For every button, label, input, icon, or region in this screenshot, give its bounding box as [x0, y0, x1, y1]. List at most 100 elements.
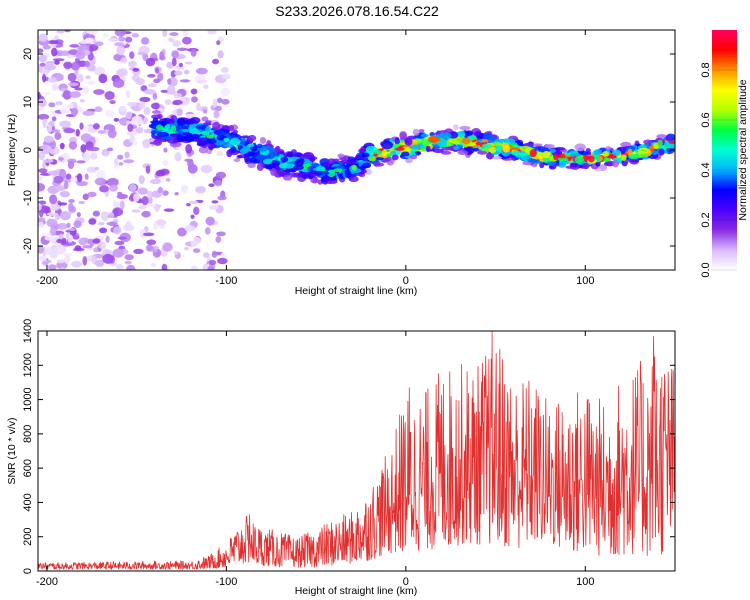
spectrogram-cell [68, 202, 74, 212]
spectrogram-cell [147, 74, 156, 78]
spectrogram-cell [64, 180, 69, 190]
spectrogram-cell [569, 162, 579, 168]
spectrogram-cell [75, 128, 80, 137]
spectrogram-cell [44, 246, 53, 255]
spectrogram-cell [74, 87, 83, 91]
spectrogram-cell [483, 133, 492, 139]
spectrogram-cell [176, 47, 189, 52]
spectrogram-cell [274, 145, 281, 153]
spectrogram-cell [112, 248, 124, 258]
spectrogram-cell [193, 206, 200, 216]
spectrogram-cell [611, 149, 621, 156]
spectrogram-cell [124, 260, 132, 265]
spectrogram-cell [107, 128, 117, 139]
spectrogram-cell [542, 151, 550, 159]
spectrogram-cell [217, 195, 227, 201]
spectrogram-cell [102, 253, 114, 264]
spectrogram-cell [181, 141, 186, 152]
spectrogram-cell [133, 248, 144, 255]
spectrogram-cell [82, 110, 95, 116]
spectrogram-cell [203, 84, 209, 89]
spectrogram-cell [112, 207, 124, 217]
spectrogram-cell [155, 219, 167, 226]
spectrogram-cell [211, 200, 219, 204]
spectrogram-cell [94, 177, 107, 186]
spectrogram-cell [262, 158, 273, 165]
spectrogram-cell [612, 159, 619, 168]
colorbar-tick-label: 0.6 [700, 112, 712, 127]
spectrogram-cell [53, 175, 64, 184]
spectrogram-cell [93, 89, 105, 95]
spectrogram-cell [226, 149, 233, 158]
spectrogram-cell [135, 77, 145, 86]
spectrogram-cell [347, 156, 356, 163]
spectrogram-cell [59, 120, 71, 128]
spectrogram-cell [174, 192, 179, 196]
spectrogram-cell [113, 226, 122, 235]
spectrogram-cell [320, 176, 330, 183]
spectrogram-cell [332, 168, 343, 173]
spectrogram-cell [127, 60, 137, 68]
spectrogram-cell [227, 125, 235, 132]
snr-x-tick-label: 0 [403, 576, 409, 588]
spectrogram-cell [119, 200, 125, 211]
spectrogram-cell [249, 156, 258, 165]
spectrogram-cell [162, 159, 169, 166]
spectrogram-y-tick-label: 0 [22, 147, 34, 153]
spectrogram-cell [166, 61, 174, 69]
spectrogram-cell [481, 139, 489, 143]
spectrogram-cell [72, 234, 80, 240]
spectrogram-cell [216, 97, 223, 104]
spectrogram-cell [184, 61, 193, 65]
spectrogram-cell [55, 185, 67, 191]
spectrogram-cell [48, 102, 56, 108]
spectrogram-cell [668, 140, 675, 144]
spectrogram-cell [533, 143, 543, 147]
spectrogram-cell [150, 248, 158, 253]
spectrogram-cell [79, 122, 84, 130]
spectrogram-cell [123, 159, 135, 164]
spectrogram-cell [165, 178, 171, 182]
spectrogram-y-ticks: -20 -10 0 10 20 [22, 48, 675, 254]
spectrogram-cell [168, 37, 174, 43]
spectrogram-cell [67, 160, 75, 170]
colorbar-gradient [712, 30, 737, 270]
spectrogram-cell [98, 221, 105, 226]
spectrogram-cell [142, 138, 151, 149]
spectrogram-cell [658, 148, 665, 156]
spectrogram-cell [67, 234, 73, 243]
spectrogram-cell [71, 260, 82, 268]
spectrogram-cell [637, 150, 647, 155]
spectrogram-cell [131, 115, 143, 126]
spectrogram-cell [143, 89, 156, 95]
spectrogram-cell [185, 113, 197, 118]
spectrogram-cell [132, 139, 138, 146]
snr-panel: -200 -100 0 100 0 200 400 600 800 1000 1200 1400 H… [6, 319, 676, 597]
spectrogram-cell [138, 175, 145, 184]
spectrogram-cell [232, 129, 238, 134]
spectrogram-cell [164, 99, 172, 105]
spectrogram-cell [51, 129, 61, 133]
spectrogram-cell [554, 147, 566, 151]
spectrogram-cell [185, 203, 191, 207]
snr-y-tick-label: 1400 [22, 319, 34, 343]
spectrogram-cell [214, 105, 222, 112]
spectrogram-cell [82, 256, 88, 266]
spectrogram-cell [138, 205, 147, 210]
spectrogram-cell [359, 165, 367, 170]
snr-x-tick-label: -100 [215, 576, 237, 588]
spectrogram-cell [88, 218, 97, 225]
spectrogram-cell [147, 83, 157, 88]
spectrogram-cell [457, 150, 469, 155]
spectrogram-cell [118, 36, 126, 42]
spectrogram-cell [47, 124, 53, 133]
spectrogram-cell [162, 30, 168, 38]
spectrogram-cell [195, 67, 208, 75]
spectrogram-cell [76, 73, 84, 83]
colorbar: 0.0 0.2 0.4 0.6 0.8 Normalized spectral ampl… [700, 30, 749, 278]
spectrogram-cell [176, 134, 186, 142]
spectrogram-cell [92, 123, 100, 130]
spectrogram-cell [208, 259, 217, 266]
spectrogram-cell [66, 222, 71, 228]
spectrogram-cell [170, 125, 177, 133]
